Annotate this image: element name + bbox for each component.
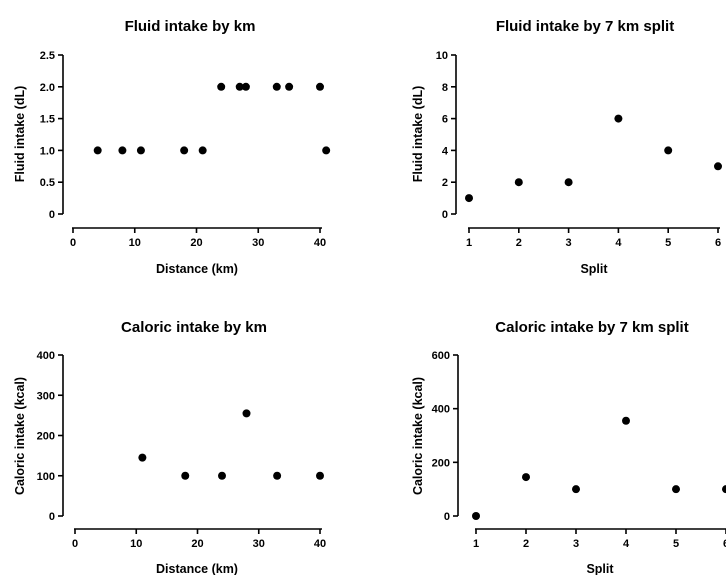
- x-tick-label: 10: [130, 538, 142, 550]
- x-tick-label: 2: [523, 538, 529, 550]
- x-tick-label: 30: [253, 538, 265, 550]
- y-tick-label: 4: [442, 145, 449, 157]
- data-point: [273, 471, 282, 480]
- data-point: [218, 471, 226, 480]
- y-tick-label: 600: [432, 350, 450, 362]
- x-tick-label: 40: [314, 538, 326, 550]
- x-tick-label: 20: [190, 237, 202, 249]
- y-tick-label: 10: [436, 50, 448, 62]
- y-tick-label: 1.0: [40, 145, 55, 157]
- data-point: [235, 82, 244, 91]
- data-point: [672, 485, 680, 494]
- data-point: [242, 409, 251, 418]
- y-axis-label: Fluid intake (dL): [13, 86, 27, 183]
- data-point: [136, 146, 145, 155]
- chart-title: Caloric intake by 7 km split: [495, 319, 688, 336]
- y-tick-label: 200: [432, 457, 450, 469]
- data-point: [138, 453, 147, 462]
- y-tick-label: 6: [442, 114, 448, 126]
- data-point: [664, 146, 673, 155]
- data-point: [241, 82, 250, 91]
- data-point: [614, 114, 623, 123]
- x-tick-label: 5: [673, 538, 679, 550]
- x-tick-label: 6: [715, 237, 721, 249]
- x-tick-label: 4: [623, 538, 630, 550]
- chart-fluid-intake-by-km: Fluid intake by km Distance (km) Fluid i…: [13, 18, 331, 276]
- y-tick-label: 8: [442, 82, 448, 94]
- y-axis-label: Caloric intake (kcal): [411, 377, 425, 495]
- x-tick-label: 5: [665, 237, 671, 249]
- chart-title: Caloric intake by km: [121, 319, 267, 336]
- x-tick-label: 40: [314, 237, 326, 249]
- x-tick-label: 0: [70, 237, 76, 249]
- data-point: [180, 146, 189, 155]
- x-axis-label: Split: [586, 562, 614, 575]
- y-axis-label: Caloric intake (kcal): [13, 377, 27, 495]
- data-point: [472, 512, 480, 520]
- data-point: [564, 178, 573, 187]
- x-tick-label: 6: [723, 538, 726, 550]
- data-point: [714, 162, 722, 171]
- y-tick-label: 2.5: [40, 50, 55, 62]
- y-tick-label: 0: [49, 511, 55, 523]
- y-tick-label: 1.5: [40, 114, 55, 126]
- x-axis-label: Distance (km): [156, 562, 238, 575]
- data-point: [514, 178, 523, 187]
- x-tick-label: 10: [129, 237, 141, 249]
- y-tick-label: 400: [432, 404, 450, 416]
- data-point: [572, 485, 580, 494]
- x-tick-label: 3: [573, 538, 579, 550]
- x-tick-label: 0: [72, 538, 78, 550]
- data-point: [198, 146, 207, 155]
- x-axis-label: Split: [580, 262, 608, 276]
- data-point: [316, 82, 324, 91]
- y-tick-label: 2.0: [40, 82, 55, 94]
- y-tick-label: 0: [444, 511, 450, 523]
- x-tick-label: 1: [466, 237, 472, 249]
- data-point: [622, 416, 630, 425]
- data-point: [217, 82, 226, 91]
- data-point: [181, 471, 190, 480]
- y-tick-label: 100: [37, 471, 55, 483]
- chart-caloric-intake-by-km: Caloric intake by km Distance (km) Calor…: [13, 319, 326, 575]
- data-point: [272, 82, 281, 91]
- data-point: [322, 146, 331, 155]
- chart-title: Fluid intake by km: [125, 18, 256, 35]
- y-tick-label: 2: [442, 177, 448, 189]
- x-tick-label: 30: [252, 237, 264, 249]
- data-point: [722, 485, 726, 494]
- y-tick-label: 200: [37, 431, 55, 443]
- y-axis-label: Fluid intake (dL): [411, 86, 425, 183]
- data-point: [93, 146, 102, 155]
- x-axis-label: Distance (km): [156, 262, 238, 276]
- data-point: [118, 146, 127, 155]
- chart-caloric-intake-by-split: Caloric intake by 7 km split Split Calor…: [411, 319, 726, 575]
- chart-title: Fluid intake by 7 km split: [496, 18, 674, 35]
- chart-fluid-intake-by-split: Fluid intake by 7 km split Split Fluid i…: [411, 18, 722, 276]
- data-point: [465, 194, 473, 203]
- x-tick-label: 2: [516, 237, 522, 249]
- data-point: [285, 82, 294, 91]
- y-tick-label: 0.5: [40, 177, 55, 189]
- y-tick-label: 400: [37, 350, 55, 362]
- y-tick-label: 300: [37, 390, 55, 402]
- data-point: [522, 473, 530, 482]
- y-tick-label: 0: [442, 209, 448, 221]
- y-tick-label: 0: [49, 209, 55, 221]
- x-tick-label: 4: [615, 237, 622, 249]
- data-point: [316, 471, 324, 480]
- x-tick-label: 1: [473, 538, 479, 550]
- x-tick-label: 20: [191, 538, 203, 550]
- x-tick-label: 3: [566, 237, 572, 249]
